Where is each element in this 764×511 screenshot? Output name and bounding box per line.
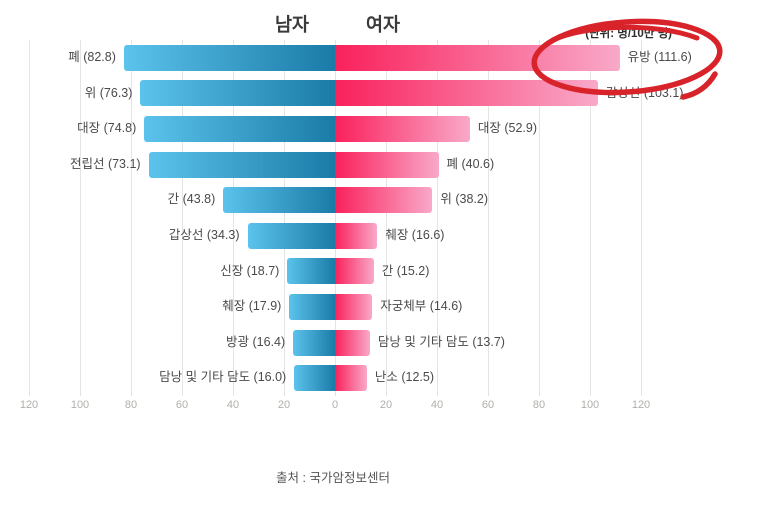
x-tick-label: 60 <box>481 399 495 411</box>
gridline <box>335 40 336 396</box>
male-bar-label: 전립선 (73.1) <box>69 156 141 171</box>
male-bar <box>289 293 335 320</box>
gridline <box>29 40 30 396</box>
male-bar <box>293 329 335 356</box>
x-tick-label: 120 <box>19 399 39 411</box>
chart-row: 신장 (18.7) 간 (15.2) <box>29 254 641 290</box>
source-caption: 출처 : 국가암정보센터 <box>276 471 390 485</box>
gridline <box>182 40 183 396</box>
chart-row: 위 (76.3) 갑상선 (103.1) <box>29 76 683 112</box>
x-tick-label: 40 <box>226 399 240 411</box>
female-bar-label: 갑상선 (103.1) <box>605 85 684 100</box>
female-bar-label: 폐 (40.6) <box>446 156 495 171</box>
x-tick-label: 0 <box>331 399 339 411</box>
female-bar-label: 위 (38.2) <box>440 192 489 207</box>
female-bar <box>335 258 374 285</box>
female-bar <box>335 44 620 71</box>
chart-row: 방광 (16.4) 담낭 및 기타 담도 (13.7) <box>29 325 641 361</box>
gridline <box>488 40 489 396</box>
series-title-female: 여자 <box>365 14 401 35</box>
female-bar <box>335 365 367 392</box>
chart-row: 간 (43.8) 위 (38.2) <box>29 182 641 218</box>
x-tick-label: 120 <box>631 399 651 411</box>
female-bar <box>335 222 378 249</box>
female-bar-label: 담낭 및 기타 담도 (13.7) <box>377 334 505 349</box>
series-title-male: 남자 <box>274 14 310 35</box>
male-bar-label: 갑상선 (34.3) <box>168 228 240 242</box>
male-bar-label: 위 (76.3) <box>84 85 133 100</box>
male-bar <box>148 151 335 178</box>
female-bar <box>335 187 433 214</box>
female-bar-label: 췌장 (16.6) <box>385 228 445 242</box>
gridline <box>386 40 387 396</box>
female-bar <box>335 329 370 356</box>
male-bar-label: 대장 (74.8) <box>77 121 137 136</box>
unit-label: (단위: 명/10만 명) <box>585 28 672 40</box>
x-tick-label: 80 <box>124 399 138 411</box>
male-bar-label: 췌장 (17.9) <box>222 299 282 314</box>
plot-area: 폐 (82.8) 유방 (111.6) 위 (76.3) 갑상선 (103.1) 대장 … <box>29 40 692 396</box>
male-bar <box>223 187 335 214</box>
female-bar-label: 유방 (111.6) <box>627 50 692 64</box>
gridline <box>80 40 81 396</box>
female-bar-label: 간 (15.2) <box>381 263 430 278</box>
female-bar-label: 자궁체부 (14.6) <box>380 299 463 314</box>
gridline <box>641 40 642 396</box>
x-tick-label: 100 <box>580 399 600 411</box>
male-bar-label: 신장 (18.7) <box>220 263 280 278</box>
male-bar <box>247 222 335 249</box>
x-tick-label: 20 <box>277 399 291 411</box>
chart-row: 폐 (82.8) 유방 (111.6) <box>29 40 692 76</box>
female-bar <box>335 115 470 142</box>
female-bar <box>335 151 439 178</box>
gridline <box>539 40 540 396</box>
male-bar-label: 간 (43.8) <box>167 192 216 207</box>
x-tick-label: 80 <box>532 399 546 411</box>
x-tick-label: 40 <box>430 399 444 411</box>
chart-row: 갑상선 (34.3) 췌장 (16.6) <box>29 218 641 254</box>
male-bar-label: 폐 (82.8) <box>68 50 116 64</box>
female-bar <box>335 293 373 320</box>
gridline <box>284 40 285 396</box>
gridline <box>590 40 591 396</box>
x-tick-label: 20 <box>379 399 393 411</box>
male-bar <box>140 80 335 107</box>
male-bar-label: 방광 (16.4) <box>226 334 286 349</box>
chart-row: 담낭 및 기타 담도 (16.0) 난소 (12.5) <box>29 360 641 396</box>
annotation-tail-stroke <box>680 71 718 100</box>
gridline <box>233 40 234 396</box>
x-tick-label: 100 <box>70 399 90 411</box>
male-bar-label: 담낭 및 기타 담도 (16.0) <box>159 370 287 385</box>
male-bar <box>144 115 335 142</box>
chart-row: 전립선 (73.1) 폐 (40.6) <box>29 147 641 183</box>
male-bar <box>287 258 335 285</box>
female-bar-label: 대장 (52.9) <box>477 121 538 136</box>
gridline <box>131 40 132 396</box>
chart-row: 췌장 (17.9) 자궁체부 (14.6) <box>29 289 641 325</box>
female-bar-label: 난소 (12.5) <box>374 370 435 385</box>
x-tick-label: 60 <box>175 399 189 411</box>
male-bar <box>294 365 335 392</box>
female-bar <box>335 80 598 107</box>
gridline <box>437 40 438 396</box>
chart-row: 대장 (74.8) 대장 (52.9) <box>29 111 641 147</box>
male-bar <box>123 44 335 71</box>
x-axis: 120 100 80 60 40 20 0 20 40 60 80 100 120 <box>20 399 650 413</box>
